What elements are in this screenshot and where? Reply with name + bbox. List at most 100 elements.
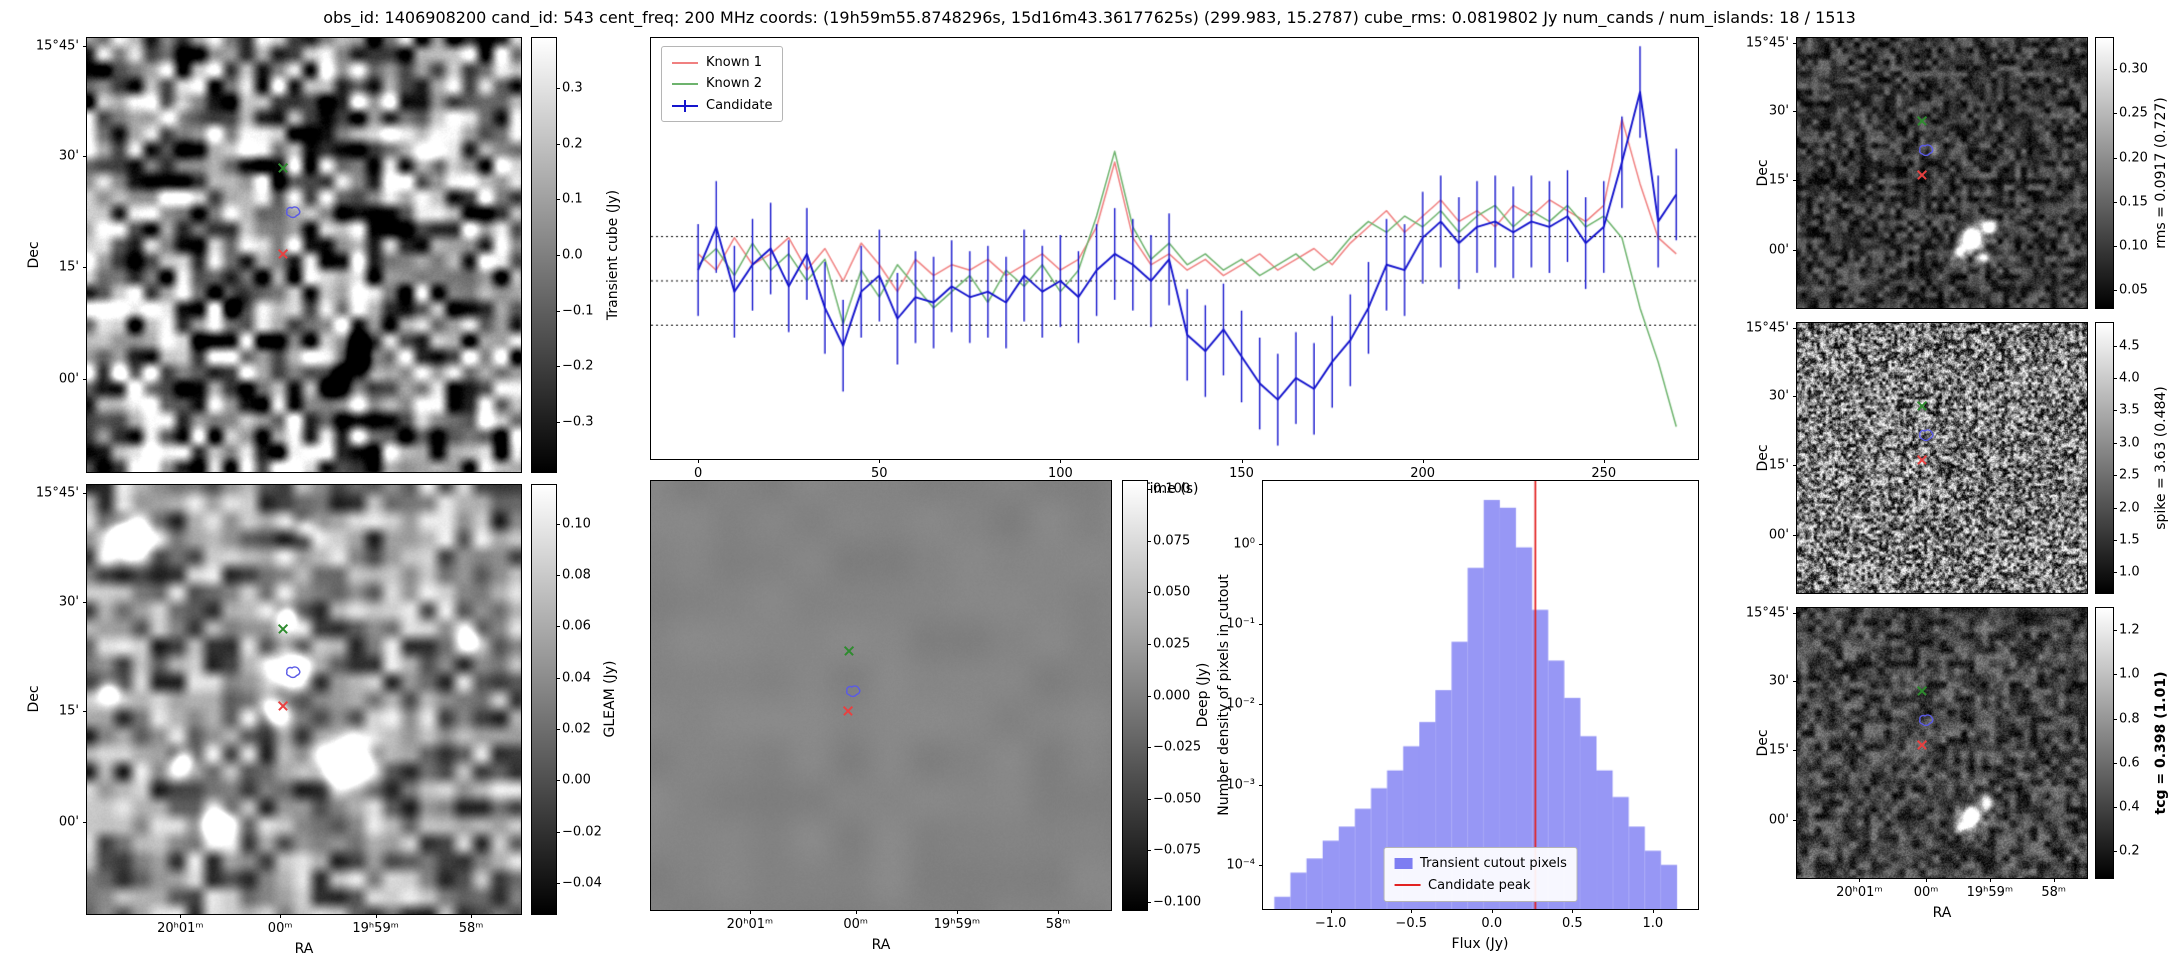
y-tick-mark xyxy=(83,601,87,603)
y-tick-label: 10⁻¹ xyxy=(1226,616,1255,632)
gleam-colorbar: 0.10 0.08 0.06 0.04 0.02 0.00 −0.02 −0.04 xyxy=(531,484,602,915)
colorbar-tick-label: 0.100 xyxy=(1153,481,1191,497)
x-tick-label: 19ʰ59ᵐ xyxy=(1966,885,2014,900)
tcg-map-image xyxy=(1797,608,2087,878)
y-tick-mark xyxy=(1793,327,1797,329)
y-tick-mark xyxy=(1259,543,1263,545)
x-tick-label: 1.0 xyxy=(1642,916,1664,931)
colorbar-tick-label: 0.10 xyxy=(2119,238,2148,254)
colorbar-tick-mark xyxy=(556,310,560,312)
y-tick-label: 30' xyxy=(58,148,79,164)
x-tick-label: 200 xyxy=(1410,466,1436,481)
x-tick-label: 0.0 xyxy=(1481,916,1503,931)
x-tick-mark xyxy=(1652,909,1654,913)
x-tick-mark xyxy=(1241,459,1243,463)
x-tick-mark xyxy=(855,910,857,914)
y-tick-label: 15' xyxy=(1768,172,1789,188)
x-tick-label: 19ʰ59ᵐ xyxy=(933,917,981,932)
known-source-marker xyxy=(1916,114,1928,126)
colorbar-tick-mark xyxy=(2113,157,2117,159)
y-tick-mark xyxy=(1793,612,1797,614)
colorbar-tick-mark xyxy=(2113,246,2117,248)
x-tick-mark xyxy=(1603,459,1605,463)
x-tick-label: −1.0 xyxy=(1314,916,1347,931)
colorbar-tick-mark xyxy=(2113,630,2117,632)
histogram-y-axis-label: Number density of pixels in cutout xyxy=(1216,574,1232,816)
y-tick-label: 10⁰ xyxy=(1233,536,1255,552)
spike-map-panel: 15°45' 30' 15' 00' xyxy=(1746,320,2088,594)
colorbar-tick-mark xyxy=(1147,643,1151,645)
flux-axis-label: Flux (Jy) xyxy=(1451,936,1509,952)
known1-line-swatch xyxy=(672,61,698,64)
y-tick-mark xyxy=(1793,819,1797,821)
colorbar-tick-label: 0.00 xyxy=(562,772,591,788)
colorbar-tick-label: 1.2 xyxy=(2119,622,2140,638)
colorbar-tick-mark xyxy=(556,199,560,201)
deep-image-panel: 20ʰ01ᵐ 00ᵐ 19ʰ59ᵐ 58ᵐ xyxy=(650,480,1112,932)
y-tick-label: 15°45' xyxy=(35,38,79,54)
colorbar-tick-label: 0.0 xyxy=(562,247,583,263)
colorbar-tick-label: 0.02 xyxy=(562,721,591,737)
colorbar-tick-label: 0.25 xyxy=(2119,105,2148,121)
x-tick-label: −0.5 xyxy=(1395,916,1428,931)
y-tick-mark xyxy=(1793,534,1797,536)
deep-colorbar-label: Deep (Jy) xyxy=(1195,662,1211,728)
y-tick-mark xyxy=(1259,864,1263,866)
candidate-contour xyxy=(843,683,863,699)
x-tick-mark xyxy=(749,910,751,914)
colorbar-tick-label: 0.4 xyxy=(2119,799,2140,815)
colorbar-tick-mark xyxy=(2113,378,2117,380)
colorbar-tick-mark xyxy=(1147,747,1151,749)
colorbar-tick-mark xyxy=(556,366,560,368)
colorbar-tick-label: −0.04 xyxy=(562,875,602,891)
colorbar-tick-mark xyxy=(556,626,560,628)
x-tick-mark xyxy=(1859,878,1861,882)
candidate-position-marker xyxy=(1916,738,1928,750)
colorbar-tick-mark xyxy=(2113,718,2117,720)
colorbar-tick-label: 1.0 xyxy=(2119,564,2140,580)
dec-axis-label: Dec xyxy=(1755,444,1771,472)
x-tick-mark xyxy=(1491,909,1493,913)
colorbar-tick-mark xyxy=(2113,410,2117,412)
y-tick-label: 10⁻³ xyxy=(1226,777,1255,793)
colorbar-tick-label: −0.1 xyxy=(562,303,594,319)
candidate-position-marker xyxy=(1916,453,1928,465)
colorbar-tick-label: 0.10 xyxy=(562,516,591,532)
x-tick-label: 50 xyxy=(870,466,888,481)
colorbar-tick-mark xyxy=(2113,807,2117,809)
rms-map-panel: 15°45' 30' 15' 00' xyxy=(1746,35,2088,309)
colorbar-tick-label: 0.06 xyxy=(562,618,591,634)
rms-colorbar-label: rms = 0.0917 (0.727) xyxy=(2153,97,2169,249)
colorbar-tick-label: 1.5 xyxy=(2119,532,2140,548)
colorbar-tick-label: 0.05 xyxy=(2119,282,2148,298)
x-tick-label: 00ᵐ xyxy=(267,921,293,936)
colorbar-tick-label: 4.5 xyxy=(2119,338,2140,354)
y-tick-mark xyxy=(83,492,87,494)
colorbar-tick-label: 0.2 xyxy=(562,136,583,152)
gleam-colorbar-label: GLEAM (Jy) xyxy=(602,660,618,738)
colorbar-tick-mark xyxy=(2113,442,2117,444)
colorbar-tick-mark xyxy=(2113,507,2117,509)
y-tick-label: 15°45' xyxy=(1745,605,1789,621)
legend-entry-known2: Known 2 xyxy=(672,73,772,94)
colorbar-tick-mark xyxy=(556,831,560,833)
candidate-peak-line-swatch xyxy=(1394,884,1421,887)
colorbar-tick-label: 0.04 xyxy=(562,670,591,686)
colorbar-tick-label: 1.0 xyxy=(2119,666,2140,682)
colorbar-tick-label: 0.08 xyxy=(562,567,591,583)
ra-axis-label: RA xyxy=(1932,905,1952,921)
candidate-legend-label: Candidate xyxy=(706,97,773,113)
tcg-colorbar-label: tcg = 0.398 (1.01) xyxy=(2153,671,2169,815)
colorbar-tick-mark xyxy=(2113,345,2117,347)
colorbar-tick-label: 0.20 xyxy=(2119,150,2148,165)
known-source-marker xyxy=(277,162,289,174)
colorbar-tick-label: 4.0 xyxy=(2119,370,2140,386)
candidate-errorbar-swatch xyxy=(672,99,698,112)
colorbar-tick-label: 0.050 xyxy=(1153,584,1191,600)
spike-colorbar: 4.5 4.0 3.5 3.0 2.5 2.0 1.5 1.0 xyxy=(2095,322,2140,594)
y-tick-label: 10⁻² xyxy=(1226,696,1255,712)
x-tick-label: 20ʰ01ᵐ xyxy=(157,921,204,936)
x-tick-label: 20ʰ01ᵐ xyxy=(1836,885,1883,900)
y-tick-mark xyxy=(1259,784,1263,786)
x-tick-mark xyxy=(1572,909,1574,913)
